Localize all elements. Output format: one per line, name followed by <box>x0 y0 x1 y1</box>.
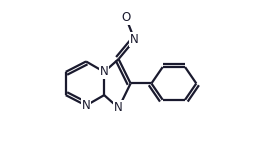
Text: O: O <box>121 11 131 24</box>
Text: N: N <box>100 65 109 78</box>
Text: N: N <box>114 101 123 114</box>
Text: N: N <box>82 99 91 112</box>
Text: N: N <box>130 33 139 46</box>
